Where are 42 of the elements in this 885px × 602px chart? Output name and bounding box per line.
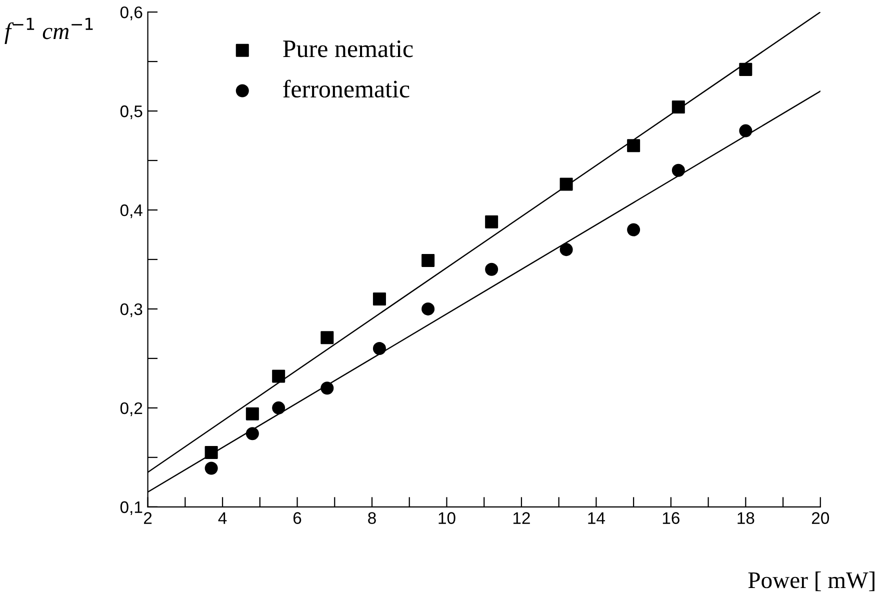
- point: [560, 243, 573, 256]
- point: [320, 382, 334, 395]
- point: [246, 407, 259, 420]
- x-tick-label: 8: [368, 512, 376, 524]
- point: [739, 62, 752, 76]
- y-tick-label: 0,4: [120, 204, 142, 218]
- point: [672, 100, 685, 114]
- point: [272, 401, 286, 414]
- x-tick-label: 10: [438, 512, 456, 524]
- point: [627, 223, 640, 236]
- point: [485, 262, 498, 276]
- x-tick-label: 20: [812, 512, 830, 524]
- x-tick-label: 4: [218, 512, 227, 524]
- y-tick-label: 0,2: [120, 402, 142, 416]
- y-tick-label: 0,3: [120, 303, 142, 318]
- point: [560, 178, 573, 191]
- y-tick-label: 0,1: [120, 501, 142, 516]
- x-tick-label: 18: [738, 512, 754, 524]
- x-tick-label: 2: [144, 512, 152, 524]
- point: [246, 427, 259, 440]
- point: [672, 164, 685, 177]
- x-tick-label: 12: [513, 512, 530, 524]
- x-axis-title: Power [ mW]: [748, 572, 874, 592]
- point: [204, 446, 218, 459]
- y-tick-label: 0,5: [120, 105, 142, 120]
- x-tick-label: 6: [293, 512, 302, 524]
- point: [422, 254, 435, 267]
- point: [204, 462, 218, 475]
- point: [627, 139, 640, 152]
- y-tick-label: 0,6: [120, 6, 142, 20]
- point: [422, 302, 435, 316]
- point: [372, 342, 386, 356]
- point: [320, 331, 334, 344]
- point: [485, 215, 498, 228]
- point: [372, 292, 386, 306]
- point: [739, 124, 752, 138]
- point: [272, 370, 286, 383]
- legend-label: ferronematic: [283, 80, 410, 98]
- legend-label: Pure nematic: [283, 40, 413, 58]
- x-tick-label: 14: [588, 512, 605, 524]
- y-axis-title: f$^{−1}$ cm$^{−1}$: [4, 18, 93, 44]
- x-tick-label: 16: [662, 512, 680, 524]
